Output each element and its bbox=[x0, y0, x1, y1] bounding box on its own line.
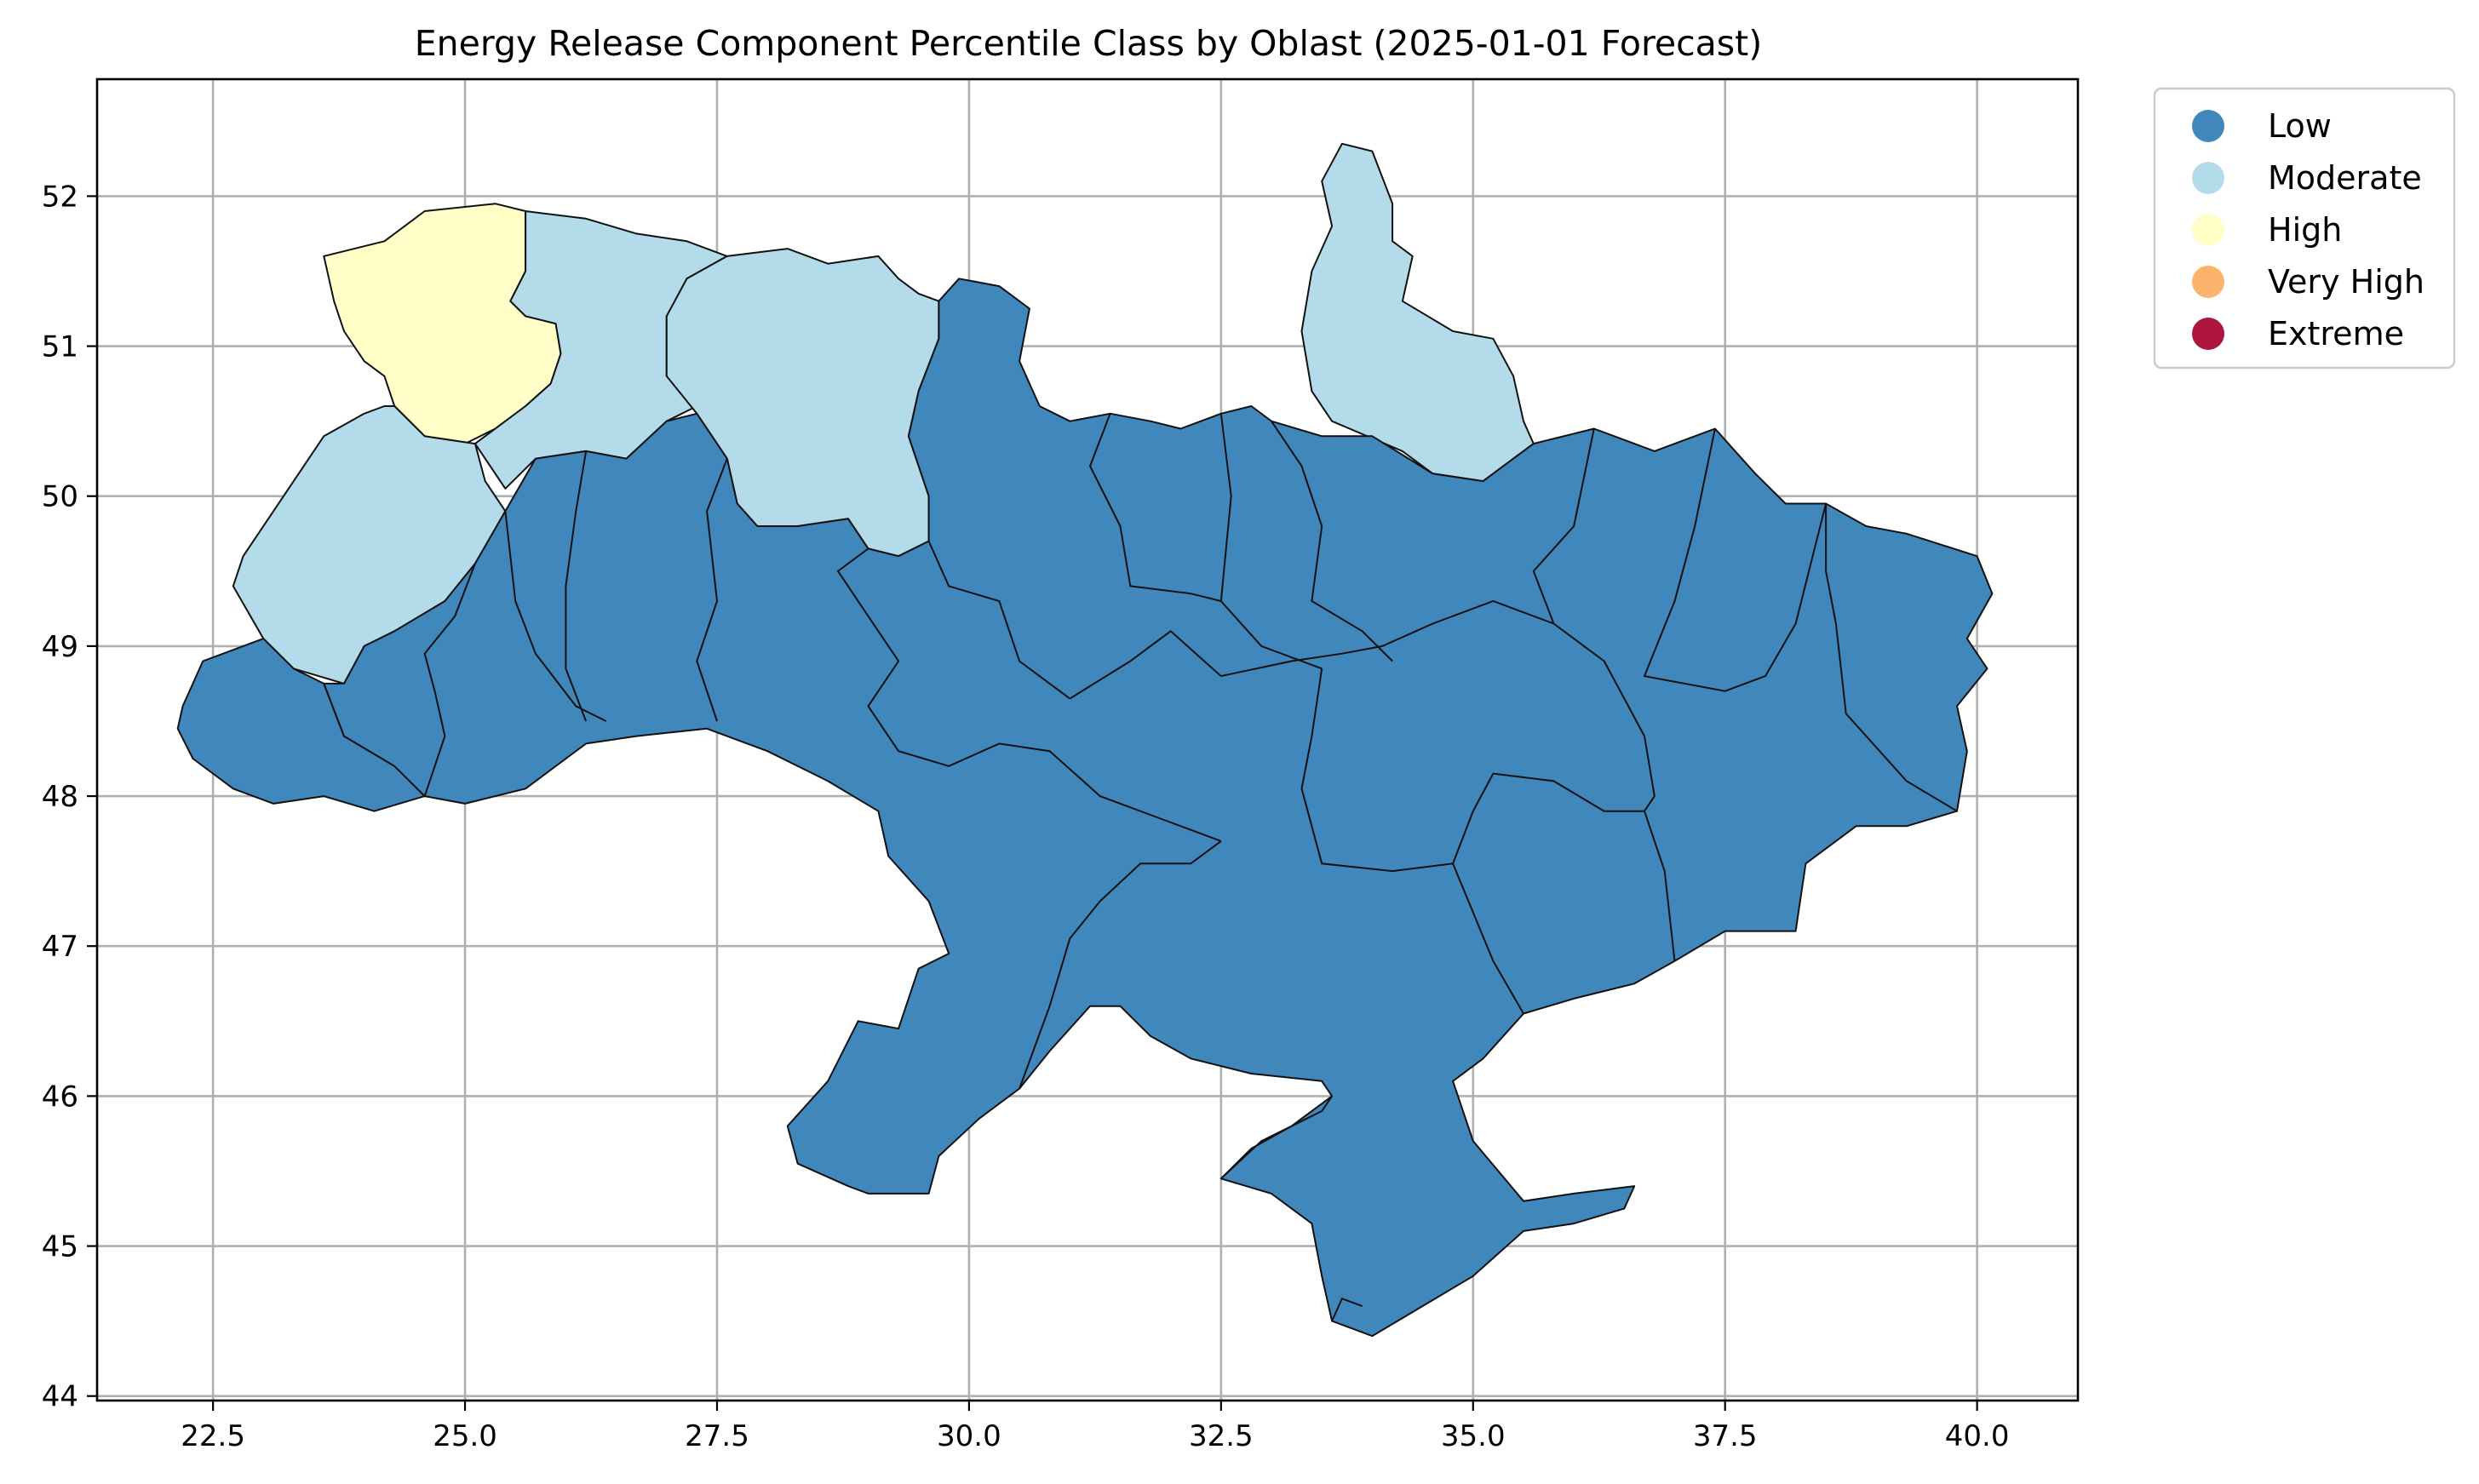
legend-label: Very High bbox=[2268, 263, 2424, 301]
x-axis: 22.5 25.0 27.5 30.0 32.5 35.0 37.5 40.0 bbox=[181, 1401, 2009, 1453]
oblast-border bbox=[565, 450, 588, 722]
oblast-border bbox=[1452, 862, 1524, 1014]
oblast-border bbox=[1643, 428, 1828, 692]
oblast-regions bbox=[176, 142, 1994, 1338]
oblast-border bbox=[696, 458, 728, 722]
legend-box bbox=[2153, 87, 2456, 370]
oblast-border bbox=[1219, 413, 1323, 670]
legend-marker bbox=[2192, 266, 2224, 298]
legend-marker bbox=[2192, 110, 2224, 142]
y-tick-label: 45 bbox=[42, 1230, 78, 1264]
oblast-border bbox=[1452, 772, 1644, 864]
legend: Low Moderate High Very High Extreme bbox=[2153, 87, 2456, 370]
oblast-border bbox=[1381, 599, 1645, 737]
oblast-borders bbox=[423, 413, 1958, 1322]
legend-label: High bbox=[2268, 211, 2342, 249]
legend-marker bbox=[2192, 162, 2224, 194]
oblast-border bbox=[927, 541, 1070, 700]
oblast-border bbox=[1825, 503, 1958, 812]
oblast-border bbox=[1069, 630, 1383, 700]
plot-frame bbox=[95, 77, 2080, 1402]
oblast-border bbox=[423, 563, 476, 797]
legend-label: Low bbox=[2268, 107, 2332, 145]
oblast-border bbox=[1220, 1095, 1333, 1180]
oblast-border bbox=[836, 547, 900, 752]
oblast-border bbox=[504, 511, 607, 722]
y-tick-label: 50 bbox=[42, 480, 78, 514]
x-tick-label: 32.5 bbox=[1189, 1419, 1254, 1453]
x-tick-label: 35.0 bbox=[1441, 1419, 1506, 1453]
x-tick-label: 25.0 bbox=[433, 1419, 497, 1453]
y-tick-label: 51 bbox=[42, 330, 78, 364]
x-tick-label: 27.5 bbox=[685, 1419, 749, 1453]
y-tick-label: 48 bbox=[42, 780, 78, 814]
y-axis: 44 45 46 47 48 49 50 51 52 bbox=[42, 180, 97, 1414]
x-tick-label: 40.0 bbox=[1945, 1419, 2010, 1453]
x-tick-label: 30.0 bbox=[937, 1419, 1001, 1453]
oblast-border bbox=[898, 742, 1222, 842]
chart-title: Energy Release Component Percentile Clas… bbox=[415, 23, 1762, 64]
legend-marker bbox=[2192, 318, 2224, 350]
oblast-border bbox=[1532, 428, 1595, 624]
oblast-border bbox=[1331, 1297, 1363, 1322]
y-tick-label: 44 bbox=[42, 1380, 78, 1414]
oblast-border bbox=[1088, 413, 1222, 602]
x-tick-label: 37.5 bbox=[1693, 1419, 1758, 1453]
oblast-border bbox=[1300, 668, 1454, 873]
oblast-region-low bbox=[323, 278, 1994, 1338]
oblast-border bbox=[1019, 840, 1222, 1089]
legend-label: Moderate bbox=[2268, 159, 2422, 197]
y-tick-label: 47 bbox=[42, 930, 78, 964]
y-tick-label: 49 bbox=[42, 630, 78, 664]
y-tick-label: 52 bbox=[42, 180, 78, 214]
oblast-border bbox=[1643, 736, 1676, 961]
x-tick-label: 22.5 bbox=[181, 1419, 245, 1453]
y-tick-label: 46 bbox=[42, 1080, 78, 1114]
oblast-border bbox=[1271, 421, 1393, 662]
legend-label: Extreme bbox=[2268, 315, 2404, 352]
legend-marker bbox=[2192, 214, 2224, 246]
